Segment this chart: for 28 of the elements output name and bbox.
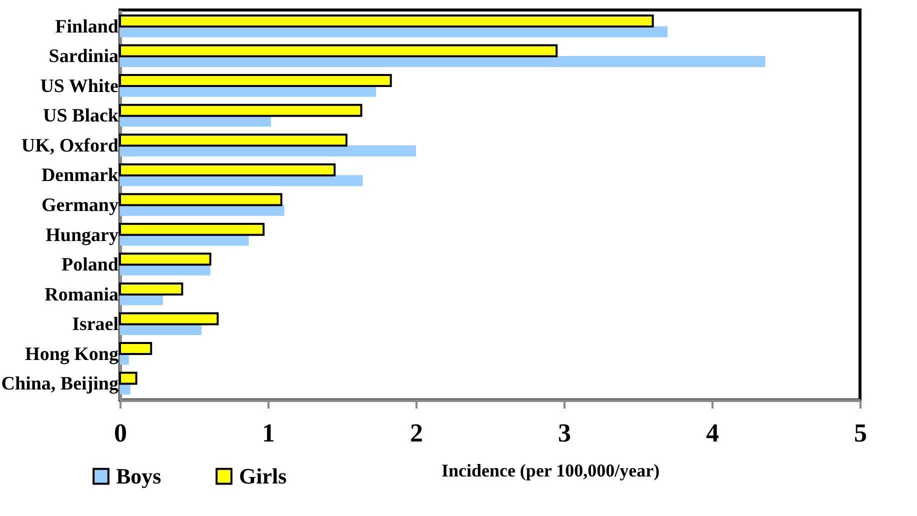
y-tick-label: UK, Oxford [21,135,119,156]
bar [120,324,202,335]
x-tick-label: 5 [854,418,867,448]
x-axis-title: Incidence (per 100,000/year) [441,460,660,480]
y-tick-label: Germany [41,195,119,216]
y-tick-label: Finland [55,16,119,38]
y-tick-label: Sardinia [48,46,119,68]
y-tick-label: China, Beijing [1,374,119,395]
y-tick-label: Hungary [46,224,119,246]
legend-label: Girls [239,463,288,488]
y-tick-label: Denmark [41,165,119,186]
y-tick-label: US White [40,76,118,97]
bar [120,145,416,156]
bar [120,264,210,276]
bar [120,204,284,216]
x-tick-label: 2 [410,418,423,448]
x-tick-label: 1 [262,418,275,448]
y-tick-label: Poland [61,254,119,276]
bar [120,86,376,97]
legend-label: Boys [116,463,162,488]
y-tick-label: US Black [43,106,119,127]
y-tick-label: Israel [72,314,118,336]
bar [120,56,766,68]
x-tick-label: 0 [114,418,127,448]
x-tick-label: 4 [706,418,719,448]
y-tick-label: Hong Kong [25,344,119,365]
x-tick-label: 3 [558,418,571,448]
y-tick-label: Romania [44,284,119,306]
